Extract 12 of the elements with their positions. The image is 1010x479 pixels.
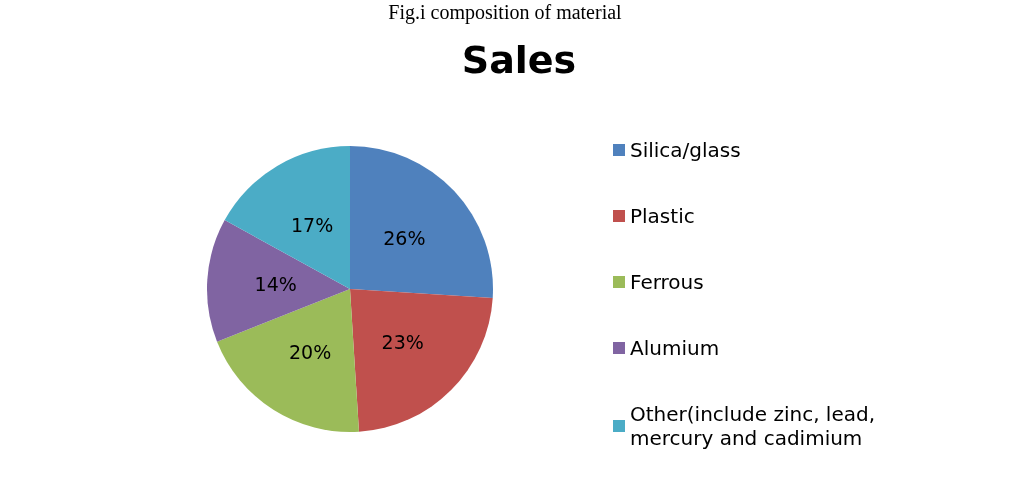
- legend-label: Silica/glass: [630, 138, 741, 162]
- data-label: 14%: [254, 273, 297, 296]
- data-label: 20%: [288, 340, 332, 363]
- legend-label: Plastic: [630, 204, 695, 228]
- chart-title: Sales: [461, 38, 577, 82]
- legend-label: Ferrous: [630, 270, 704, 294]
- legend-label: Alumium: [630, 336, 720, 360]
- legend-label: Other(include zinc, lead, mercury and cadimium: [630, 402, 882, 450]
- text: Fig.i composition of material: [388, 1, 623, 24]
- data-label: 23%: [381, 330, 424, 353]
- data-label: 17%: [290, 213, 334, 236]
- data-label: 26%: [383, 227, 426, 249]
